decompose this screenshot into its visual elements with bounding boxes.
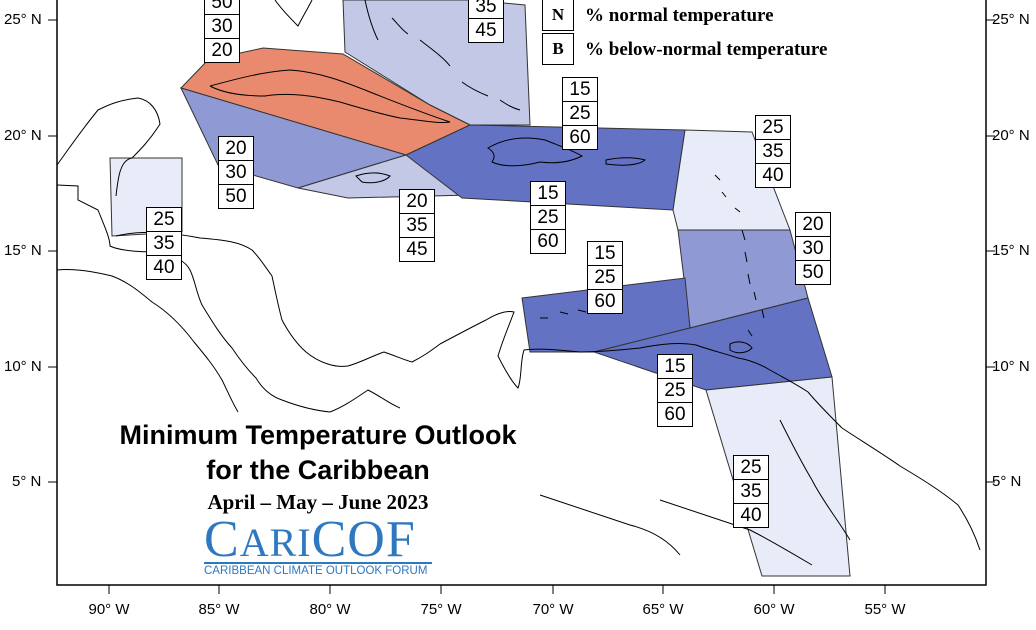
- lat-label-left-25: 25° N: [4, 11, 42, 28]
- lon-label-90: 90° W: [88, 601, 130, 618]
- prob-value: 40: [740, 505, 762, 526]
- forecast-box-puerto-rico: 15 25 60: [530, 181, 566, 254]
- legend-key-below-normal: B: [542, 33, 574, 65]
- logo-letters: COF: [311, 511, 416, 568]
- map-frame: [56, 0, 987, 586]
- lon-label-65: 65° W: [642, 601, 684, 618]
- lat-ticks: [48, 19, 995, 483]
- prob-value: 20: [211, 40, 233, 61]
- prob-value: 45: [406, 239, 428, 260]
- prob-value: 15: [588, 242, 622, 266]
- lat-label-right-20: 20° N: [992, 127, 1030, 144]
- lon-label-55: 55° W: [864, 601, 906, 618]
- prob-value: 25: [756, 116, 790, 140]
- lon-label-80: 80° W: [309, 601, 351, 618]
- forecast-box-trinidad-barbados: 15 25 60: [657, 354, 693, 427]
- lat-label-left-15: 15° N: [4, 242, 42, 259]
- prob-value: 35: [734, 480, 768, 504]
- prob-value: 35: [400, 214, 434, 238]
- lat-label-right-25: 25° N: [992, 11, 1030, 28]
- prob-value: 25: [588, 266, 622, 290]
- prob-value: 30: [205, 15, 239, 39]
- prob-value: 20: [400, 190, 434, 214]
- prob-value: 60: [569, 127, 591, 148]
- prob-value: 20: [796, 213, 830, 237]
- map-title-line2: for the Caribbean: [206, 455, 430, 485]
- lat-label-left-5: 5° N: [12, 473, 42, 490]
- logo-letter: C: [204, 511, 240, 568]
- prob-value: 25: [563, 102, 597, 126]
- map-title: Minimum Temperature Outlook: [119, 420, 517, 450]
- lat-label-right-15: 15° N: [992, 242, 1030, 259]
- prob-value: 60: [664, 404, 686, 425]
- forecast-box-belize: 25 35 40: [146, 207, 182, 280]
- map-subtitle-period: April – May – June 2023: [207, 490, 429, 514]
- prob-value: 60: [537, 231, 559, 252]
- prob-value: 35: [756, 140, 790, 164]
- lon-label-70: 70° W: [532, 601, 574, 618]
- prob-value: 30: [219, 161, 253, 185]
- prob-value: 35: [469, 0, 503, 19]
- prob-value: 25: [658, 379, 692, 403]
- prob-value: 15: [563, 78, 597, 102]
- forecast-box-windwards: 20 30 50: [795, 212, 831, 285]
- prob-value: 25: [734, 456, 768, 480]
- forecast-box-guianas: 25 35 40: [733, 455, 769, 528]
- prob-value: 45: [475, 20, 497, 41]
- forecast-box-northern-leewards: 25 35 40: [755, 115, 791, 188]
- prob-value: 40: [762, 165, 784, 186]
- prob-value: 35: [147, 232, 181, 256]
- caricof-logo-subtitle: CARIBBEAN CLIMATE OUTLOOK FORUM: [204, 565, 428, 577]
- region-guianas: [705, 376, 851, 577]
- prob-value: 40: [153, 257, 175, 278]
- lon-label-60: 60° W: [753, 601, 795, 618]
- lat-label-left-10: 10° N: [4, 358, 42, 375]
- lon-label-85: 85° W: [198, 601, 240, 618]
- prob-value: 25: [147, 208, 181, 232]
- prob-value: 50: [205, 0, 239, 15]
- prob-value: 15: [658, 355, 692, 379]
- prob-value: 25: [531, 206, 565, 230]
- legend-text-below-normal: % below-normal temperature: [585, 39, 828, 60]
- lon-label-75: 75° W: [420, 601, 462, 618]
- lat-label-right-5: 5° N: [992, 473, 1022, 490]
- prob-value: 50: [802, 262, 824, 283]
- forecast-box-cuba: 50 30 20: [204, 0, 240, 63]
- logo-divider: [204, 562, 432, 564]
- prob-value: 50: [225, 186, 247, 207]
- legend-text-normal: % normal temperature: [585, 5, 774, 26]
- forecast-box-cayman: 20 30 50: [218, 136, 254, 209]
- caricof-logo: CARICOF: [204, 514, 416, 569]
- prob-value: 15: [531, 182, 565, 206]
- prob-value: 30: [796, 237, 830, 261]
- legend-key-normal: N: [542, 0, 574, 31]
- prob-value: 60: [594, 291, 616, 312]
- forecast-box-jamaica: 20 35 45: [399, 189, 435, 262]
- forecast-box-abc-islands: 15 25 60: [587, 241, 623, 314]
- forecast-box-bahamas: 35 45: [468, 0, 504, 43]
- lat-label-left-20: 20° N: [4, 127, 42, 144]
- lat-label-right-10: 10° N: [992, 358, 1030, 375]
- forecast-box-hispaniola: 15 25 60: [562, 77, 598, 150]
- prob-value: 20: [219, 137, 253, 161]
- lon-ticks: [108, 585, 886, 594]
- logo-letters-small: ARI: [239, 520, 312, 565]
